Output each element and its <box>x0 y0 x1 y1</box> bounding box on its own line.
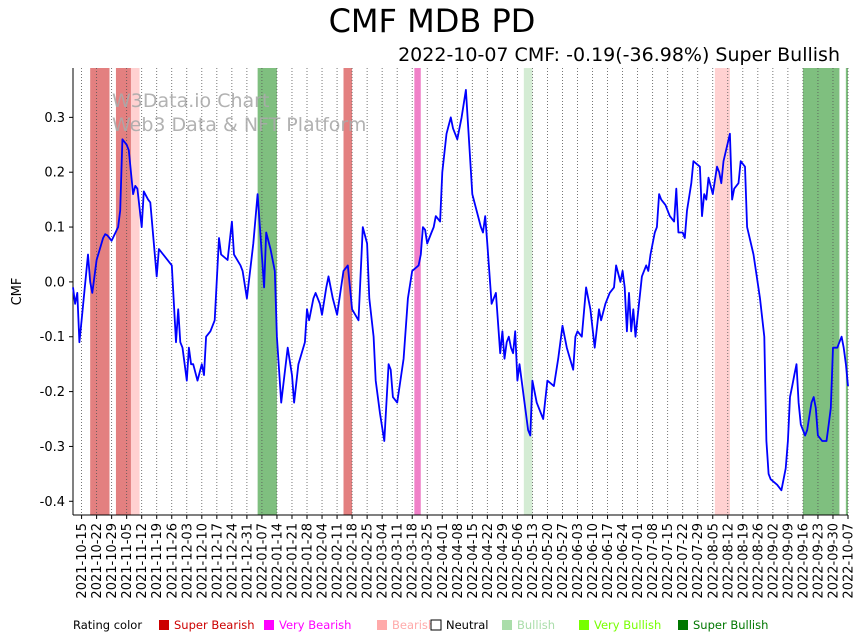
chart-subtitle: 2022-10-07 CMF: -0.19(-36.98%) Super Bul… <box>398 44 840 66</box>
watermark-line-2: Web3 Data & NFT Platform <box>112 114 366 136</box>
x-tick-label: 2022-08-26 <box>751 523 766 599</box>
x-tick-label: 2022-01-28 <box>301 523 316 599</box>
rating-band <box>714 68 730 515</box>
rating-band <box>802 68 840 515</box>
legend-label: Bearish <box>392 618 435 632</box>
legend-swatch <box>678 620 688 630</box>
x-tick-label: 2021-11-12 <box>135 523 150 599</box>
x-tick-label: 2022-06-10 <box>586 523 601 599</box>
watermark-line-1: W3Data.io Chart <box>112 90 269 112</box>
x-tick-label: 2022-02-04 <box>316 523 331 599</box>
rating-band <box>414 68 421 515</box>
legend-swatch <box>159 620 169 630</box>
x-tick-label: 2022-03-18 <box>406 523 421 599</box>
x-tick-label: 2022-09-23 <box>811 523 826 599</box>
rating-band <box>845 68 848 515</box>
x-tick-label: 2022-07-01 <box>631 523 646 599</box>
legend-swatch <box>502 620 512 630</box>
x-tick-label: 2022-07-08 <box>646 523 661 599</box>
y-tick-label: 0.1 <box>44 221 65 236</box>
x-tick-label: 2022-09-30 <box>826 523 841 599</box>
x-tick-label: 2022-09-09 <box>781 523 796 599</box>
x-tick-label: 2021-12-24 <box>225 523 240 599</box>
legend-swatch <box>579 620 589 630</box>
x-tick-label: 2021-12-10 <box>195 523 210 599</box>
chart-title: CMF MDB PD <box>328 2 536 40</box>
legend-swatch <box>377 620 387 630</box>
x-tick-label: 2022-09-16 <box>796 523 811 599</box>
y-tick-label: 0.0 <box>44 275 65 290</box>
x-tick-label: 2022-04-29 <box>496 523 511 599</box>
x-tick-label: 2022-08-05 <box>706 523 721 599</box>
legend-label: Very Bearish <box>279 618 351 632</box>
x-tick-label: 2022-03-04 <box>376 523 391 599</box>
y-tick-label: -0.1 <box>40 330 65 345</box>
y-tick-label: 0.3 <box>44 111 65 126</box>
x-tick-label: 2022-08-12 <box>721 523 736 599</box>
x-tick-label: 2022-06-17 <box>601 523 616 599</box>
x-tick-label: 2022-05-06 <box>511 523 526 599</box>
x-tick-label: 2022-04-22 <box>481 523 496 599</box>
x-tick-label: 2022-05-20 <box>541 523 556 599</box>
rating-band <box>115 68 131 515</box>
x-tick-label: 2022-09-02 <box>766 523 781 599</box>
x-tick-label: 2022-07-29 <box>691 523 706 599</box>
x-tick-label: 2021-11-26 <box>165 523 180 599</box>
x-tick-label: 2022-03-11 <box>391 523 406 599</box>
x-tick-label: 2022-05-13 <box>526 523 541 599</box>
rating-band <box>130 68 140 515</box>
legend-swatch <box>430 619 442 631</box>
x-tick-label: 2022-04-01 <box>436 523 451 599</box>
x-tick-label: 2022-02-25 <box>361 523 376 599</box>
x-tick-label: 2022-06-24 <box>616 523 631 599</box>
rating-band <box>90 68 110 515</box>
rating-band <box>343 68 353 515</box>
x-tick-label: 2021-10-22 <box>90 523 105 599</box>
y-tick-label: -0.2 <box>40 385 65 400</box>
legend-caption: Rating color <box>73 618 142 632</box>
x-tick-label: 2022-02-18 <box>346 523 361 599</box>
x-tick-label: 2022-08-19 <box>736 523 751 599</box>
x-tick-label: 2021-12-03 <box>180 523 195 599</box>
x-tick-label: 2022-07-15 <box>661 523 676 599</box>
rating-band <box>523 68 533 515</box>
x-tick-label: 2022-04-15 <box>466 523 481 599</box>
x-tick-label: 2022-01-07 <box>255 523 270 599</box>
x-tick-label: 2021-10-29 <box>105 523 120 599</box>
rating-band <box>257 68 277 515</box>
x-tick-label: 2021-11-05 <box>120 523 135 599</box>
x-tick-label: 2022-04-08 <box>451 523 466 599</box>
legend-label: Super Bearish <box>174 618 255 632</box>
x-tick-label: 2022-02-11 <box>331 523 346 599</box>
x-tick-label: 2022-07-22 <box>676 523 691 599</box>
x-tick-label: 2022-10-07 <box>842 523 857 599</box>
x-tick-label: 2021-11-19 <box>150 523 165 599</box>
x-tick-label: 2021-10-15 <box>75 523 90 599</box>
x-tick-label: 2022-05-27 <box>556 523 571 599</box>
y-tick-label: 0.2 <box>44 166 65 181</box>
y-axis-label: CMF <box>10 278 25 306</box>
legend-label: Neutral <box>446 618 488 632</box>
x-tick-label: 2022-01-21 <box>285 523 300 599</box>
x-tick-label: 2021-12-17 <box>210 523 225 599</box>
legend-swatch <box>264 620 274 630</box>
x-tick-label: 2022-03-25 <box>421 523 436 599</box>
x-tick-label: 2021-12-31 <box>240 523 255 599</box>
legend-label: Bullish <box>517 618 555 632</box>
y-tick-label: -0.3 <box>40 440 65 455</box>
x-tick-label: 2022-01-14 <box>270 523 285 599</box>
legend-label: Super Bullish <box>693 618 768 632</box>
legend-label: Very Bullish <box>594 618 661 632</box>
x-tick-label: 2022-06-03 <box>571 523 586 599</box>
y-tick-label: -0.4 <box>40 495 65 510</box>
cmf-series-line <box>72 89 849 492</box>
